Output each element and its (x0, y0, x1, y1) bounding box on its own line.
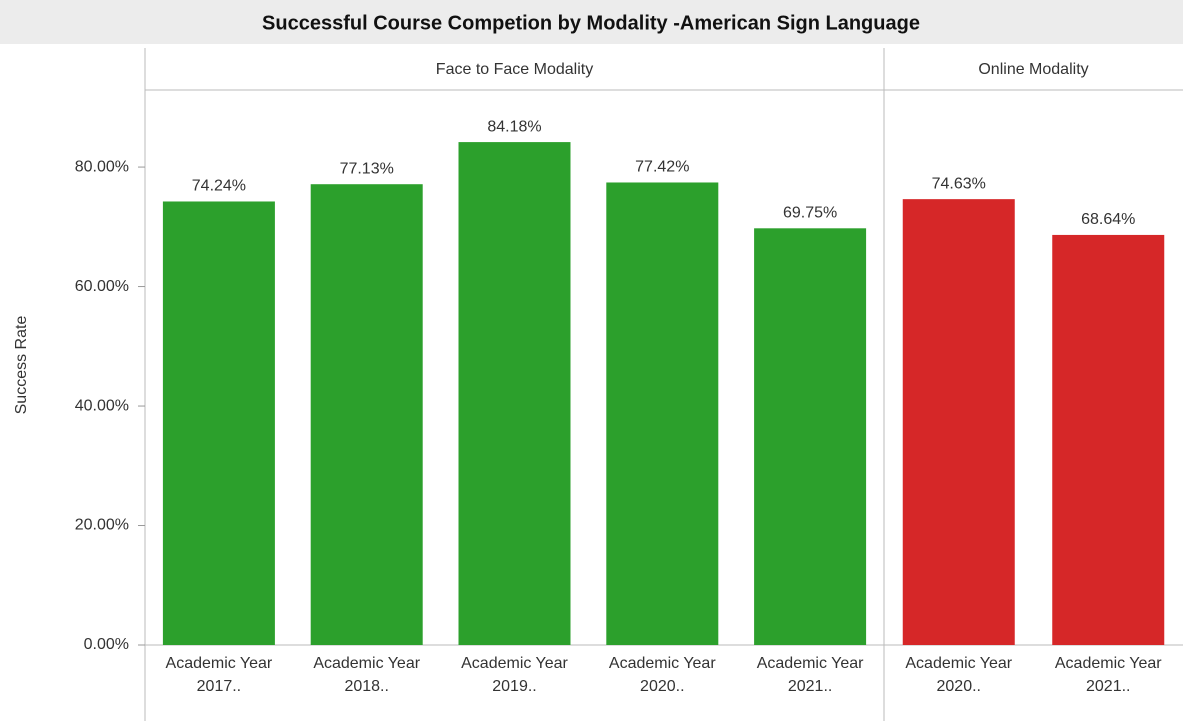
title-band (0, 0, 1183, 44)
bar (162, 201, 275, 645)
x-tick-label: Academic Year 2020.. (905, 655, 1013, 695)
x-tick-label: Academic Year 2017.. (165, 655, 273, 695)
x-tick-label: Academic Year 2021.. (1054, 655, 1162, 695)
bar (1052, 234, 1165, 645)
x-tick-label: Academic Year 2018.. (313, 655, 421, 695)
panel-title: Face to Face Modality (436, 61, 593, 78)
x-tick-label: Academic Year 2019.. (461, 655, 568, 695)
y-tick-label: 20.00% (75, 517, 129, 534)
y-tick-label: 40.00% (75, 397, 129, 414)
x-tick-label: Academic Year 2021.. (756, 655, 864, 695)
bar (458, 142, 571, 645)
bar (754, 228, 867, 645)
panel-title: Online Modality (978, 61, 1088, 78)
value-label: 69.75% (783, 205, 837, 222)
value-label: 68.64% (1081, 211, 1135, 228)
bar (606, 182, 719, 645)
value-label: 84.18% (487, 118, 541, 135)
y-tick-label: 80.00% (75, 158, 129, 175)
bar (310, 184, 423, 646)
x-tick-label: Academic Year 2020.. (608, 655, 716, 695)
bar (902, 199, 1015, 645)
y-tick-label: 0.00% (84, 636, 129, 653)
y-axis-label: Success Rate (13, 316, 30, 415)
value-label: 74.63% (932, 175, 986, 192)
y-tick-label: 60.00% (75, 278, 129, 295)
value-label: 77.42% (635, 159, 689, 176)
chart-title: Successful Course Competion by Modality … (262, 12, 920, 34)
value-label: 77.13% (340, 160, 394, 177)
value-label: 74.24% (192, 178, 246, 195)
